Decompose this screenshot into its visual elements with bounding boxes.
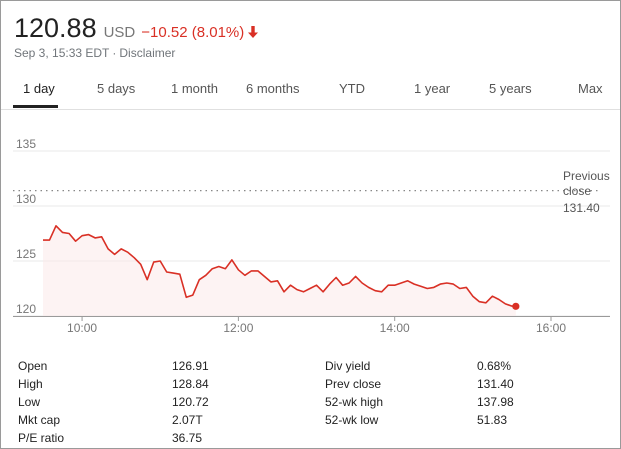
stat-value: 126.91 <box>172 359 209 373</box>
disclaimer-link[interactable]: Disclaimer <box>119 46 176 60</box>
stat-label: Low <box>18 395 41 409</box>
stat-label: High <box>18 377 43 391</box>
price-series-line <box>43 225 516 308</box>
stat-row-prev-close: Prev close 131.40 <box>325 375 514 393</box>
stat-label: 52-wk low <box>325 413 379 427</box>
tab-ytd[interactable]: YTD <box>339 81 365 96</box>
stat-value: 0.68% <box>477 359 512 373</box>
stat-label: Mkt cap <box>18 413 61 427</box>
tab-5-days[interactable]: 5 days <box>97 81 136 96</box>
stat-value: 128.84 <box>172 377 209 391</box>
stat-label: Prev close <box>325 377 382 391</box>
stat-value: 51.83 <box>477 413 508 427</box>
y-tick-label: 130 <box>16 192 36 206</box>
tab-max[interactable]: Max <box>578 81 603 96</box>
range-tabs: 1 day 5 days 1 month 6 months YTD 1 year… <box>1 71 620 110</box>
quote-timestamp: Sep 3, 15:33 EDT <box>14 46 110 60</box>
active-tab-indicator <box>13 105 58 108</box>
previous-close-label: close <box>563 184 591 198</box>
stats-right: Div yield 0.68% Prev close 131.40 52-wk hi… <box>325 357 514 429</box>
x-tick-label: 16:00 <box>536 321 566 335</box>
currency-label: USD <box>103 24 136 41</box>
stat-row-pe-ratio: P/E ratio 36.75 <box>18 429 209 447</box>
stats-left: Open 126.91 High 128.84 Low 120.72 Mkt cap 2… <box>18 357 209 447</box>
stat-row-52wk-high: 52-wk high 137.98 <box>325 393 514 411</box>
tab-6-months[interactable]: 6 months <box>246 81 300 96</box>
tab-1-month[interactable]: 1 month <box>171 81 218 96</box>
stat-value: 137.98 <box>477 395 514 409</box>
previous-close-value: 131.40 <box>563 201 600 215</box>
stat-value: 2.07T <box>172 413 203 427</box>
stat-row-high: High 128.84 <box>18 375 209 393</box>
stat-value: 36.75 <box>172 431 203 445</box>
stat-value: 131.40 <box>477 377 514 391</box>
quote-meta: Sep 3, 15:33 EDT · Disclaimer <box>14 46 175 60</box>
tab-5-years[interactable]: 5 years <box>489 81 532 96</box>
x-tick-label: 10:00 <box>67 321 97 335</box>
previous-close-label: Previous <box>563 169 610 183</box>
stat-label: Div yield <box>325 359 371 373</box>
x-tick-label: 14:00 <box>380 321 410 335</box>
stat-row-52wk-low: 52-wk low 51.83 <box>325 411 514 429</box>
price-area-fill <box>43 225 516 316</box>
stat-row-div-yield: Div yield 0.68% <box>325 357 514 375</box>
stat-label: P/E ratio <box>18 431 65 445</box>
last-price-point <box>512 302 520 310</box>
meta-separator: · <box>112 46 117 60</box>
tab-1-year[interactable]: 1 year <box>414 81 451 96</box>
x-tick-label: 12:00 <box>223 321 253 335</box>
price-change: −10.52 (8.01%) <box>141 24 245 41</box>
stat-label: 52-wk high <box>325 395 384 409</box>
stat-value: 120.72 <box>172 395 209 409</box>
tab-1-day[interactable]: 1 day <box>23 81 55 96</box>
current-price: 120.88 <box>14 13 97 43</box>
price-header: 120.88 USD −10.52 (8.01%) <box>14 13 259 44</box>
y-tick-label: 135 <box>16 137 36 151</box>
down-arrow-icon <box>248 25 259 38</box>
stat-row-mkt-cap: Mkt cap 2.07T <box>18 411 209 429</box>
stat-row-open: Open 126.91 <box>18 357 209 375</box>
stat-label: Open <box>18 359 48 373</box>
stat-row-low: Low 120.72 <box>18 393 209 411</box>
y-tick-label: 125 <box>16 247 36 261</box>
y-tick-label: 120 <box>16 302 36 316</box>
